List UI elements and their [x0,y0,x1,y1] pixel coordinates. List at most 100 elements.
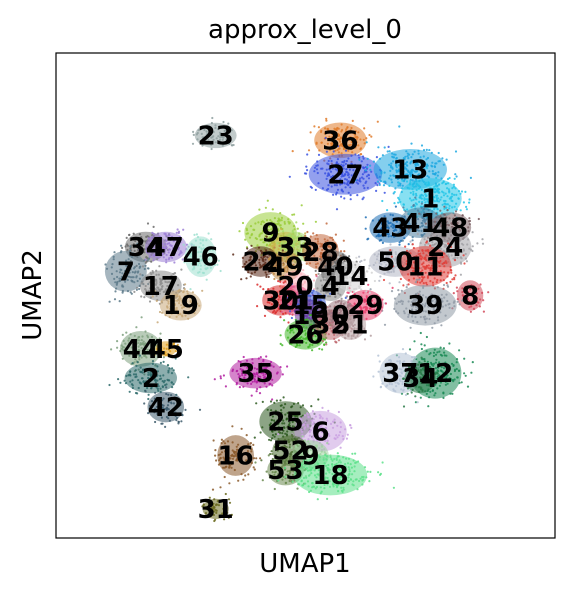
data-point [366,163,369,166]
data-point [458,239,461,242]
data-point [400,178,404,181]
data-point [429,309,432,312]
data-point [397,164,400,167]
data-point [453,193,456,196]
data-point [419,257,422,260]
data-point [432,228,435,231]
data-point [368,307,372,310]
data-point [411,185,415,188]
data-point [463,262,466,265]
data-point [432,364,435,367]
data-point [450,199,453,202]
data-point [349,198,352,201]
data-point [445,293,448,296]
data-point [434,367,438,370]
data-point [168,367,171,370]
data-point [404,352,407,355]
data-point [460,242,464,245]
data-point [429,390,432,393]
data-point [434,194,438,197]
data-point [280,228,283,231]
data-point [287,218,290,221]
data-point [366,302,369,305]
data-point [421,303,424,306]
data-point [357,131,360,134]
data-point [134,369,137,372]
data-point [340,195,343,198]
data-point [412,269,415,273]
data-point [362,196,365,199]
data-point [303,172,307,175]
data-point [468,223,471,226]
data-point [431,170,434,173]
data-point [120,250,123,253]
data-point [430,164,433,167]
data-point [288,175,291,178]
data-point [339,137,342,140]
data-point [135,326,138,329]
data-point [341,171,344,174]
data-point [258,233,261,237]
cluster-8-points [451,280,490,313]
data-point [421,173,424,176]
data-point [417,218,420,221]
data-point [143,267,146,271]
data-point [440,324,443,327]
data-point [362,291,365,294]
data-point [411,308,414,311]
data-point [370,135,373,138]
data-point [436,316,440,319]
data-point [346,126,349,129]
data-point [482,310,485,313]
data-point [332,150,335,153]
data-point [340,123,343,126]
data-point [398,241,401,244]
data-point [212,130,215,134]
data-point [455,175,458,178]
data-point [353,141,356,144]
data-point [432,272,435,275]
data-point [165,386,168,389]
data-point [431,226,434,229]
data-point [360,295,363,298]
data-point [453,305,456,308]
data-point [432,244,435,247]
data-point [389,169,392,172]
data-point [410,212,413,215]
data-point [355,138,358,141]
data-point [389,243,392,246]
data-point [205,278,208,281]
data-point [121,291,124,294]
data-point [379,300,382,303]
data-point [201,289,204,292]
data-point [391,218,394,221]
data-point [331,181,334,184]
data-point [449,265,452,269]
data-point [205,133,208,137]
data-point [219,136,222,139]
data-point [366,157,369,160]
data-point [452,185,455,188]
data-point [437,366,440,369]
data-point [420,347,423,351]
data-point [332,143,335,146]
data-point [423,190,426,193]
data-point [454,241,458,245]
data-point [472,307,476,310]
data-point [166,378,169,381]
data-point [195,133,198,136]
data-point [417,249,420,253]
data-point [421,219,425,222]
data-point [407,273,410,276]
data-point [481,238,484,241]
data-point [434,296,437,299]
data-point [415,198,418,201]
data-point [389,174,392,177]
data-point [387,229,390,232]
data-point [369,304,372,307]
data-point [450,249,453,253]
data-point [364,227,367,230]
data-point [217,128,220,131]
data-point [447,303,450,306]
data-point [320,141,323,144]
